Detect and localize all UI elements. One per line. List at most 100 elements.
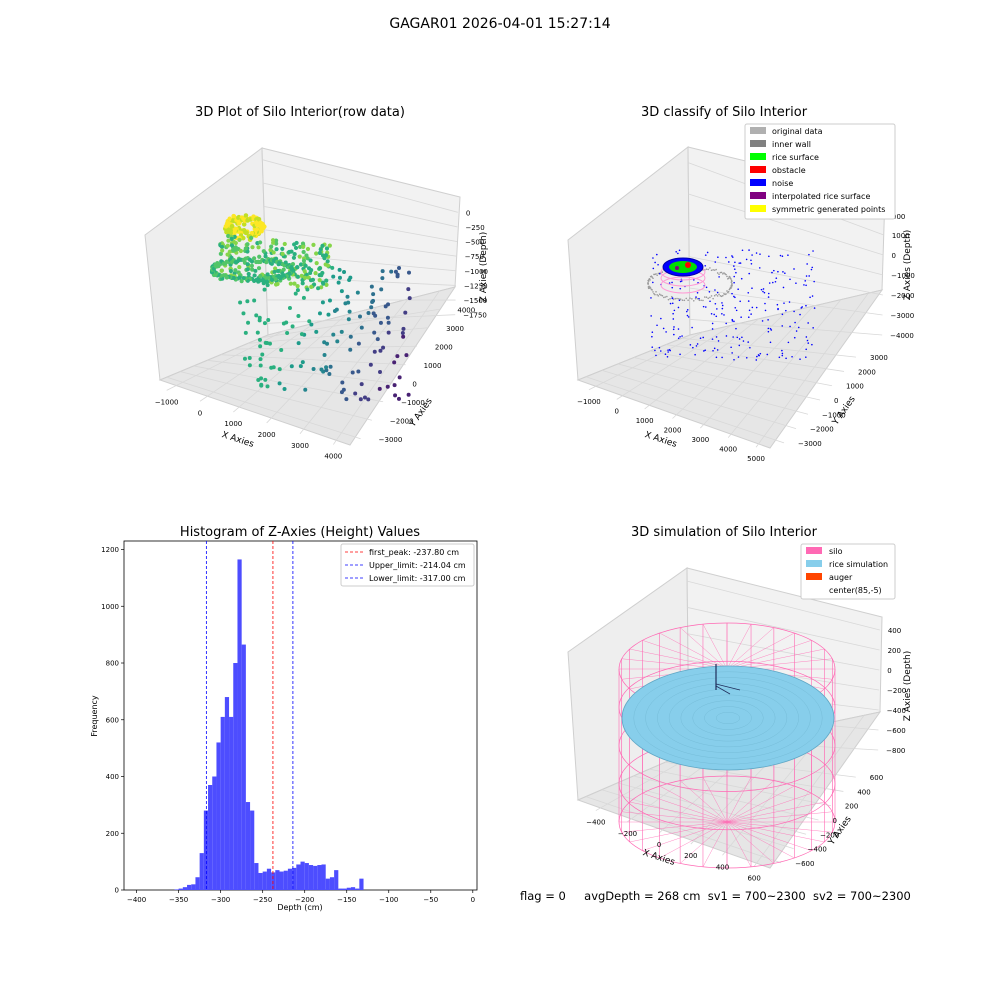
tick-label: 0 bbox=[834, 397, 838, 405]
data-point bbox=[704, 254, 707, 256]
data-point bbox=[657, 263, 659, 266]
histogram-bar bbox=[182, 887, 188, 890]
ticks-2: −1000 0 1000 2000 3000 4000 5000 3000 2000 1000 0 −… bbox=[577, 213, 915, 463]
sv2-text: sv2 = 700~2300 bbox=[812, 889, 911, 903]
data-point bbox=[677, 252, 679, 255]
data-point bbox=[747, 291, 750, 294]
data-point bbox=[716, 272, 719, 274]
data-point bbox=[709, 300, 711, 303]
data-point bbox=[263, 377, 268, 382]
data-point bbox=[712, 297, 714, 300]
tick-label: 200 bbox=[888, 647, 901, 655]
data-point bbox=[734, 296, 736, 299]
silo-spoke bbox=[642, 793, 728, 823]
data-point bbox=[747, 316, 750, 319]
rice-grid bbox=[704, 706, 752, 730]
data-point bbox=[800, 307, 803, 309]
tick-label: 1000 bbox=[636, 417, 654, 425]
grid-line bbox=[633, 357, 821, 401]
histogram-bar bbox=[287, 868, 293, 890]
data-point bbox=[220, 248, 225, 253]
data-point bbox=[654, 293, 656, 296]
data-point bbox=[340, 380, 345, 385]
data-point bbox=[747, 300, 750, 302]
histogram-bar bbox=[178, 888, 183, 890]
tick-label: −1000 bbox=[577, 398, 601, 406]
data-point bbox=[738, 344, 741, 347]
data-point bbox=[788, 301, 791, 303]
data-point bbox=[680, 280, 683, 282]
data-point bbox=[651, 331, 654, 334]
data-point bbox=[282, 387, 287, 392]
data-point bbox=[761, 320, 764, 322]
panel-3-title: Histogram of Z-Axies (Height) Values bbox=[180, 525, 420, 540]
data-point bbox=[807, 342, 810, 344]
data-point bbox=[378, 320, 383, 325]
silo-spoke bbox=[726, 780, 774, 823]
data-point bbox=[300, 281, 305, 286]
data-point bbox=[795, 330, 798, 332]
grid-2 bbox=[585, 162, 884, 448]
data-point bbox=[243, 213, 249, 218]
data-point bbox=[298, 364, 303, 369]
data-point bbox=[227, 216, 233, 222]
data-point bbox=[372, 349, 377, 354]
x-tick-label: −100 bbox=[379, 896, 398, 904]
data-point bbox=[755, 252, 758, 254]
grid-line bbox=[263, 206, 458, 242]
data-point bbox=[348, 275, 353, 280]
data-point bbox=[769, 327, 772, 330]
data-point bbox=[292, 281, 297, 286]
tick-label: −200 bbox=[820, 831, 839, 839]
data-point bbox=[733, 268, 736, 270]
data-point bbox=[269, 244, 274, 249]
pane-floor-2 bbox=[576, 289, 884, 449]
data-point bbox=[734, 261, 736, 264]
tick-label: 2000 bbox=[664, 427, 682, 435]
data-point bbox=[692, 299, 695, 302]
data-point bbox=[773, 269, 775, 272]
data-point bbox=[270, 238, 276, 243]
data-point bbox=[647, 280, 650, 282]
data-point bbox=[696, 343, 699, 345]
histogram-bar bbox=[199, 853, 204, 890]
data-point bbox=[380, 276, 385, 281]
data-point bbox=[770, 329, 773, 331]
data-point bbox=[721, 312, 723, 315]
data-point bbox=[781, 352, 784, 355]
data-point bbox=[324, 282, 329, 287]
rice-grid bbox=[657, 683, 799, 753]
grid-line bbox=[166, 330, 284, 391]
data-point bbox=[659, 272, 661, 275]
data-point bbox=[705, 286, 708, 289]
data-point bbox=[667, 298, 670, 301]
data-point bbox=[295, 274, 301, 279]
data-point bbox=[271, 365, 276, 370]
data-point bbox=[789, 278, 791, 281]
data-point bbox=[296, 314, 301, 319]
silo-spoke bbox=[726, 821, 774, 864]
data-point bbox=[370, 299, 375, 304]
grid-line bbox=[688, 224, 884, 276]
data-point bbox=[291, 255, 297, 260]
histogram-bar bbox=[262, 871, 267, 890]
data-point bbox=[674, 297, 677, 300]
data-point bbox=[318, 247, 323, 252]
data-point bbox=[271, 250, 276, 255]
data-point bbox=[713, 294, 716, 297]
grid-line bbox=[753, 715, 865, 867]
data-point bbox=[652, 267, 655, 270]
data-point bbox=[767, 296, 770, 298]
data-point bbox=[327, 298, 332, 303]
data-point bbox=[252, 298, 257, 303]
histogram-bar bbox=[241, 644, 246, 890]
data-point bbox=[358, 397, 363, 402]
tick-label: −1750 bbox=[463, 312, 487, 320]
histogram-bar bbox=[275, 870, 280, 890]
data-point bbox=[716, 349, 719, 351]
data-point bbox=[652, 281, 654, 284]
points-classified bbox=[647, 249, 816, 361]
grid-line bbox=[617, 363, 809, 415]
grid-line bbox=[689, 318, 883, 336]
histogram-bar bbox=[245, 802, 251, 890]
